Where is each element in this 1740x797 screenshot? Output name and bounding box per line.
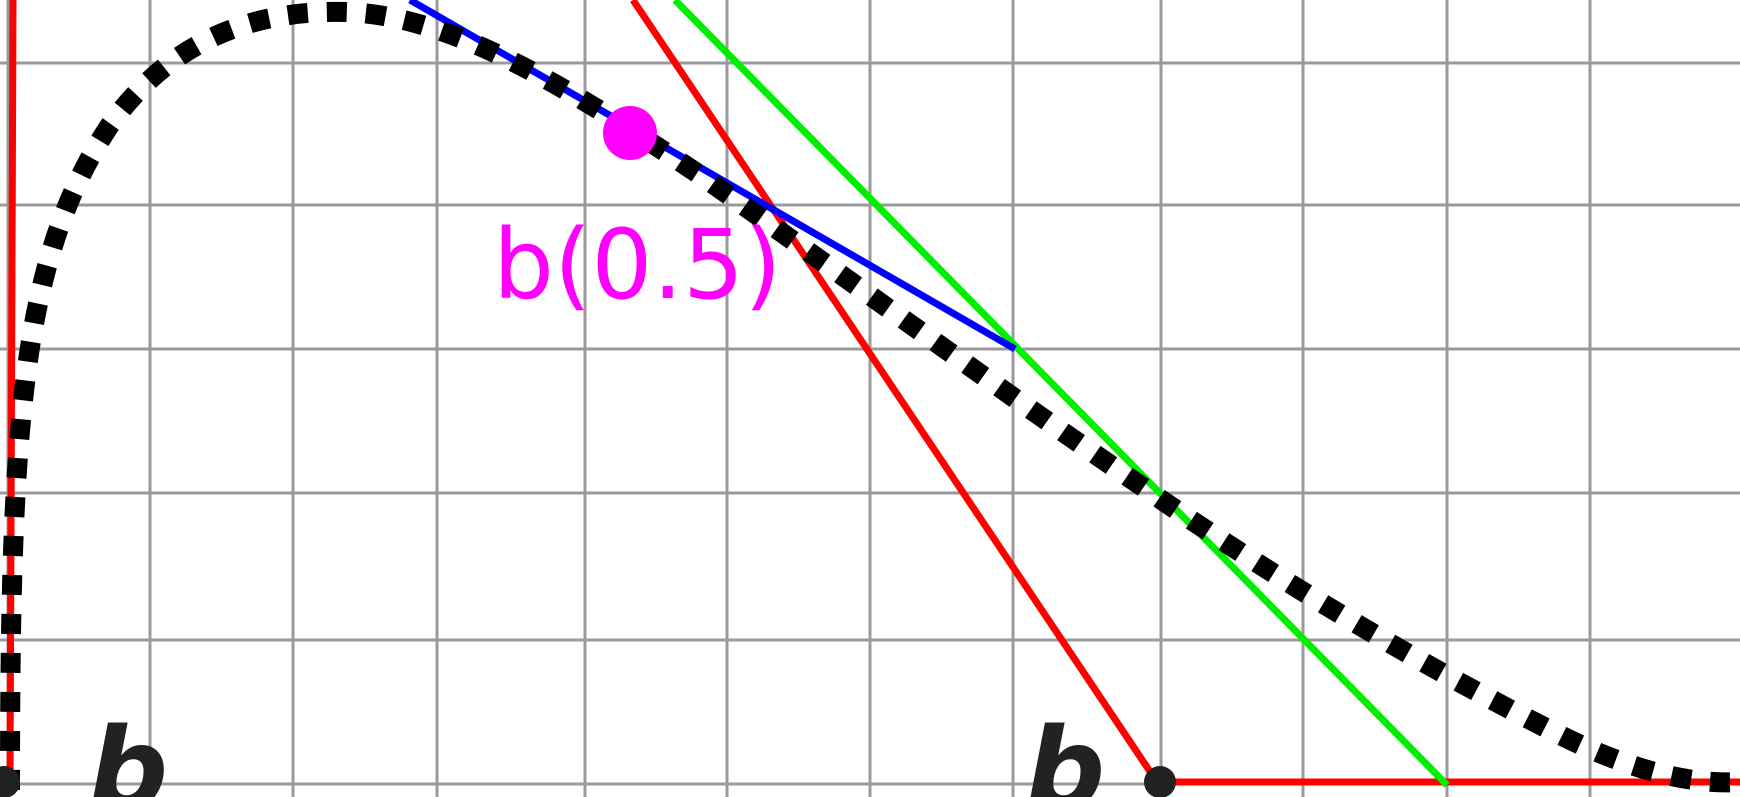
control-point-dot: [1144, 766, 1176, 797]
control-point-label-left: b: [88, 705, 168, 797]
midpoint-label: b(0.5): [493, 209, 782, 321]
construction-line-green: [672, 0, 1450, 788]
construction-line-blue: [408, 0, 1017, 353]
control-polygon-middle-edge: [630, 0, 1160, 784]
control-polygon-left-edge: [6, 0, 17, 783]
midpoint-marker: [603, 106, 657, 160]
control-point-label-right: b: [1025, 705, 1105, 797]
control-polygon: [6, 0, 1740, 786]
control-point-dot: [0, 766, 20, 797]
